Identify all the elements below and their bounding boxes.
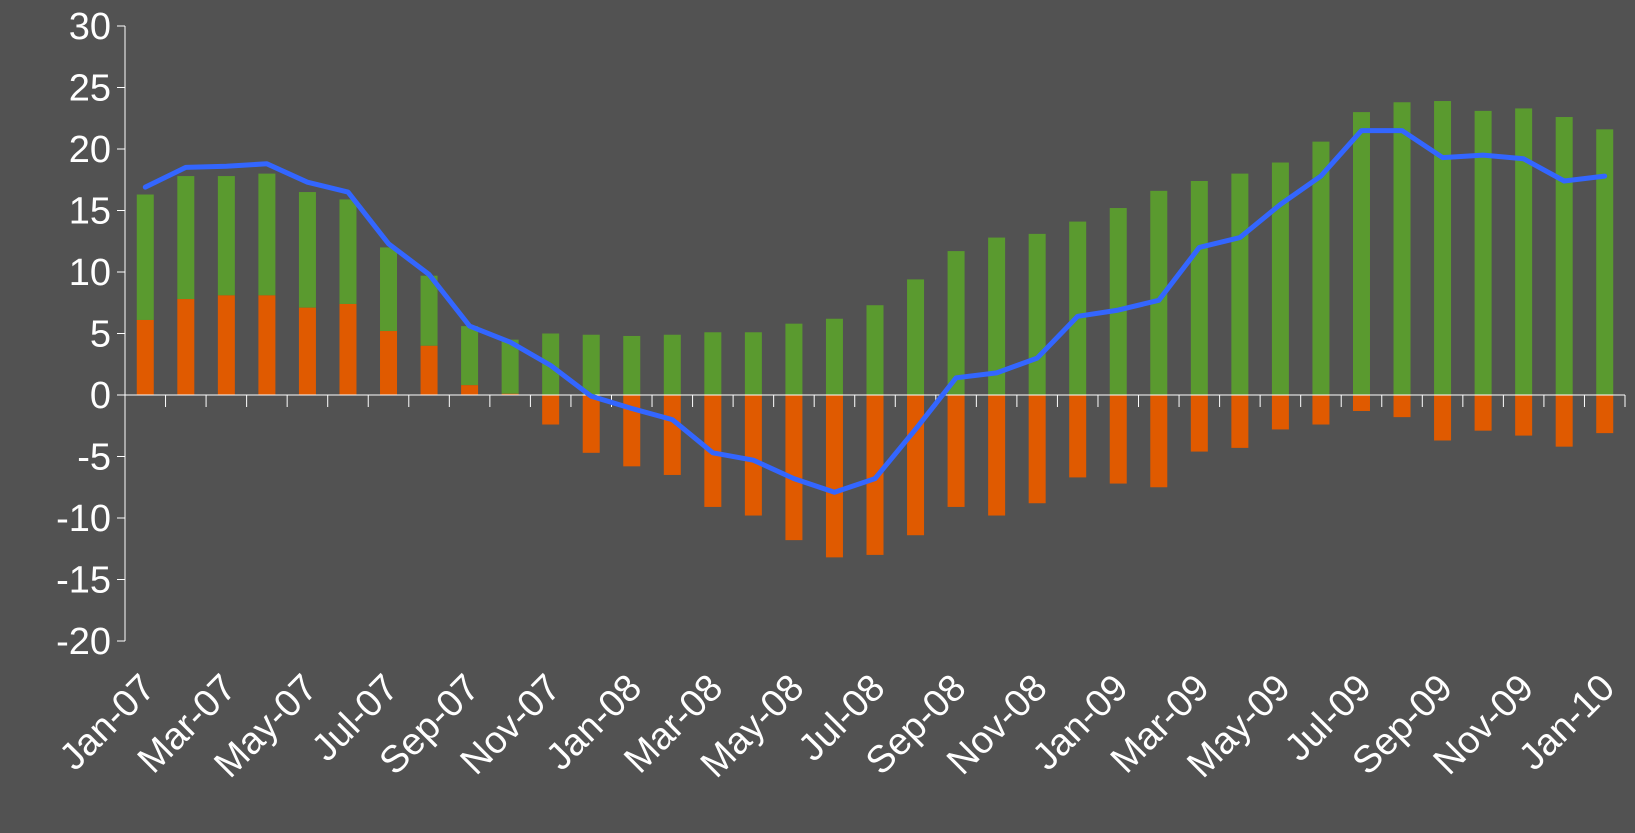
bar-orange <box>542 395 560 425</box>
bar-orange <box>1474 395 1492 431</box>
bar-green <box>1109 208 1127 395</box>
bar-green <box>623 335 641 395</box>
bar-green <box>461 326 479 386</box>
bar-orange <box>1109 395 1127 484</box>
bar-orange <box>947 395 965 507</box>
bar-orange <box>1434 395 1452 441</box>
y-tick-label: 20 <box>69 129 111 171</box>
bar-green <box>866 305 884 395</box>
bar-orange <box>380 331 398 395</box>
bar-orange <box>744 395 762 516</box>
bar-orange <box>1028 395 1046 504</box>
bar-green <box>1555 117 1573 396</box>
bar-green <box>1474 110 1492 396</box>
bar-orange <box>1515 395 1533 436</box>
bar-green <box>380 247 398 332</box>
bar-green <box>785 323 803 395</box>
bar-green <box>177 176 195 300</box>
y-tick-label: 15 <box>69 191 111 233</box>
y-tick-label: 10 <box>69 252 111 294</box>
bar-green <box>1150 190 1168 395</box>
bar-green <box>1271 162 1289 395</box>
bar-green <box>907 279 925 395</box>
bar-orange <box>1069 395 1087 478</box>
bar-green <box>1352 112 1370 395</box>
bar-green <box>825 318 843 395</box>
bar-orange <box>461 385 479 395</box>
bar-orange <box>1352 395 1370 411</box>
bar-orange <box>785 395 803 541</box>
y-tick-label: 25 <box>69 68 111 110</box>
y-tick-label: -10 <box>56 498 111 540</box>
bar-orange <box>825 395 843 558</box>
bar-green <box>420 275 438 346</box>
bar-green <box>1434 101 1452 395</box>
bar-orange <box>988 395 1006 516</box>
bar-green <box>136 194 154 320</box>
bar-green <box>663 334 681 395</box>
bar-orange <box>907 395 925 536</box>
bar-orange <box>258 295 276 395</box>
bar-orange <box>1596 395 1614 434</box>
bar-orange <box>582 395 600 453</box>
bar-green <box>1231 173 1249 395</box>
bar-green <box>704 332 722 395</box>
bar-orange <box>420 345 438 395</box>
bars-layer <box>136 101 1614 558</box>
bar-orange <box>298 307 316 395</box>
y-tick-label: -20 <box>56 621 111 663</box>
bar-orange <box>663 395 681 475</box>
bar-green <box>217 176 235 296</box>
bar-green <box>298 192 316 308</box>
y-tick-label: -15 <box>56 560 111 602</box>
bar-orange <box>1555 395 1573 447</box>
y-tick-label: 5 <box>90 314 111 356</box>
bar-green <box>1312 141 1330 395</box>
bar-orange <box>1271 395 1289 430</box>
bar-green <box>501 339 519 394</box>
bar-green <box>1515 108 1533 395</box>
y-tick-label: 0 <box>90 375 111 417</box>
bar-green <box>947 251 965 395</box>
bar-orange <box>623 395 641 467</box>
line-layer <box>142 128 1608 495</box>
bar-green <box>1393 102 1411 395</box>
bar-orange <box>339 303 357 395</box>
bar-orange <box>501 393 519 395</box>
bar-green <box>1190 180 1208 395</box>
y-tick-label: -5 <box>77 437 111 479</box>
series-line <box>142 128 1608 495</box>
y-tick-label: 30 <box>69 6 111 48</box>
bar-green <box>988 237 1006 395</box>
bar-orange <box>1393 395 1411 418</box>
bar-orange <box>1150 395 1168 488</box>
bar-orange <box>1190 395 1208 452</box>
bar-green <box>582 334 600 395</box>
bar-green <box>744 332 762 395</box>
bar-green <box>258 173 276 296</box>
bar-green <box>1069 221 1087 395</box>
bar-orange <box>1231 395 1249 448</box>
bar-green <box>1028 233 1046 395</box>
bar-green <box>1596 129 1614 395</box>
bar-green <box>339 199 357 304</box>
bar-orange <box>177 299 195 395</box>
bar-orange <box>1312 395 1330 425</box>
bar-orange <box>136 319 154 395</box>
bar-orange <box>217 295 235 395</box>
